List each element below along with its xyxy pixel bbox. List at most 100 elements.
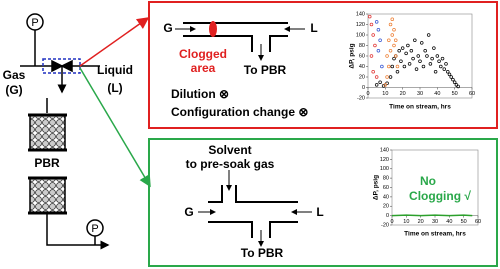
y-tick-label: 60 xyxy=(359,53,365,59)
point xyxy=(404,51,408,56)
label: PBR xyxy=(34,156,60,170)
x-tick-label: 60 xyxy=(469,91,475,97)
y-tick-label: 140 xyxy=(380,147,389,153)
point xyxy=(426,33,431,37)
point xyxy=(371,69,375,74)
point xyxy=(400,46,405,50)
label: to pre-soak gas xyxy=(186,157,275,171)
annotation: No xyxy=(420,174,436,188)
point xyxy=(442,67,447,71)
point xyxy=(449,75,453,79)
y-tick-label: 100 xyxy=(356,32,365,38)
panel xyxy=(148,138,498,267)
label: P xyxy=(91,223,98,235)
label: To PBR xyxy=(244,63,287,77)
point xyxy=(388,22,393,27)
point xyxy=(419,41,424,45)
point xyxy=(369,22,374,27)
y-tick-label: 20 xyxy=(359,74,365,80)
label: Liquid xyxy=(97,63,133,77)
label: L xyxy=(310,21,317,35)
x-tick-label: 10 xyxy=(382,91,388,97)
point xyxy=(367,14,372,19)
point xyxy=(407,62,412,66)
point xyxy=(430,56,434,61)
y-tick-label: 40 xyxy=(359,64,365,70)
label: Gas xyxy=(3,68,26,82)
label: Solvent xyxy=(208,143,251,157)
point xyxy=(423,48,427,53)
point xyxy=(399,59,403,63)
y-axis-label: ΔP, psig xyxy=(373,175,380,200)
point xyxy=(397,48,401,53)
highlight-box xyxy=(42,58,81,74)
point xyxy=(390,17,395,22)
point xyxy=(371,33,375,37)
y-tick-label: 120 xyxy=(356,22,365,28)
label: Dilution ⊗ xyxy=(171,87,229,101)
point xyxy=(374,75,379,79)
tee xyxy=(198,170,312,247)
y-tick-label: 80 xyxy=(359,43,365,49)
point xyxy=(413,38,417,42)
y-tick-label: 120 xyxy=(380,157,389,163)
y-tick-label: -20 xyxy=(381,222,389,228)
point xyxy=(452,80,457,84)
x-tick-label: 0 xyxy=(366,91,369,97)
x-axis-label: Time on stream, hrs xyxy=(389,104,451,111)
y-tick-label: -20 xyxy=(357,95,365,101)
x-tick-label: 50 xyxy=(461,219,467,225)
point xyxy=(425,54,429,58)
point xyxy=(392,56,396,61)
label: L xyxy=(316,205,323,219)
point xyxy=(414,67,419,71)
x-tick-label: 0 xyxy=(390,219,393,225)
arrow xyxy=(79,17,150,67)
x-tick-label: 30 xyxy=(432,219,438,225)
point xyxy=(374,83,379,87)
y-axis-label: ΔP, psig xyxy=(349,43,356,68)
label: To PBR xyxy=(241,246,284,260)
point xyxy=(392,28,396,32)
point xyxy=(406,43,410,48)
point xyxy=(445,69,450,74)
y-tick-label: 140 xyxy=(356,11,365,17)
tee xyxy=(175,22,305,61)
point xyxy=(376,28,381,32)
x-tick-label: 30 xyxy=(417,91,423,97)
y-tick-label: 80 xyxy=(383,176,389,182)
point xyxy=(380,64,384,69)
point xyxy=(390,64,395,69)
point xyxy=(395,64,400,69)
y-tick-label: 100 xyxy=(380,166,389,172)
point xyxy=(388,75,393,79)
point xyxy=(390,33,395,37)
point xyxy=(383,83,388,87)
point xyxy=(369,54,374,58)
label: G xyxy=(163,21,172,35)
annotation: Clogging √ xyxy=(409,189,471,203)
point xyxy=(385,54,389,58)
label: (L) xyxy=(107,81,122,95)
point xyxy=(440,56,445,61)
label: Clogged xyxy=(179,47,227,61)
pipe xyxy=(46,213,110,250)
reactor-bed xyxy=(29,114,66,151)
point xyxy=(418,59,422,63)
y-tick-label: 60 xyxy=(383,185,389,191)
x-tick-label: 60 xyxy=(475,219,481,225)
point xyxy=(373,43,377,48)
point xyxy=(437,59,441,63)
point xyxy=(432,46,436,50)
point xyxy=(387,38,391,42)
label: area xyxy=(191,61,216,75)
x-tick-label: 40 xyxy=(446,219,452,225)
point xyxy=(378,38,382,42)
x-axis-label: Time on stream, hrs xyxy=(404,231,466,238)
x-tick-label: 20 xyxy=(400,91,406,97)
x-tick-label: 20 xyxy=(418,219,424,225)
point xyxy=(376,48,381,53)
point xyxy=(428,62,433,66)
y-tick-label: 0 xyxy=(386,213,389,219)
